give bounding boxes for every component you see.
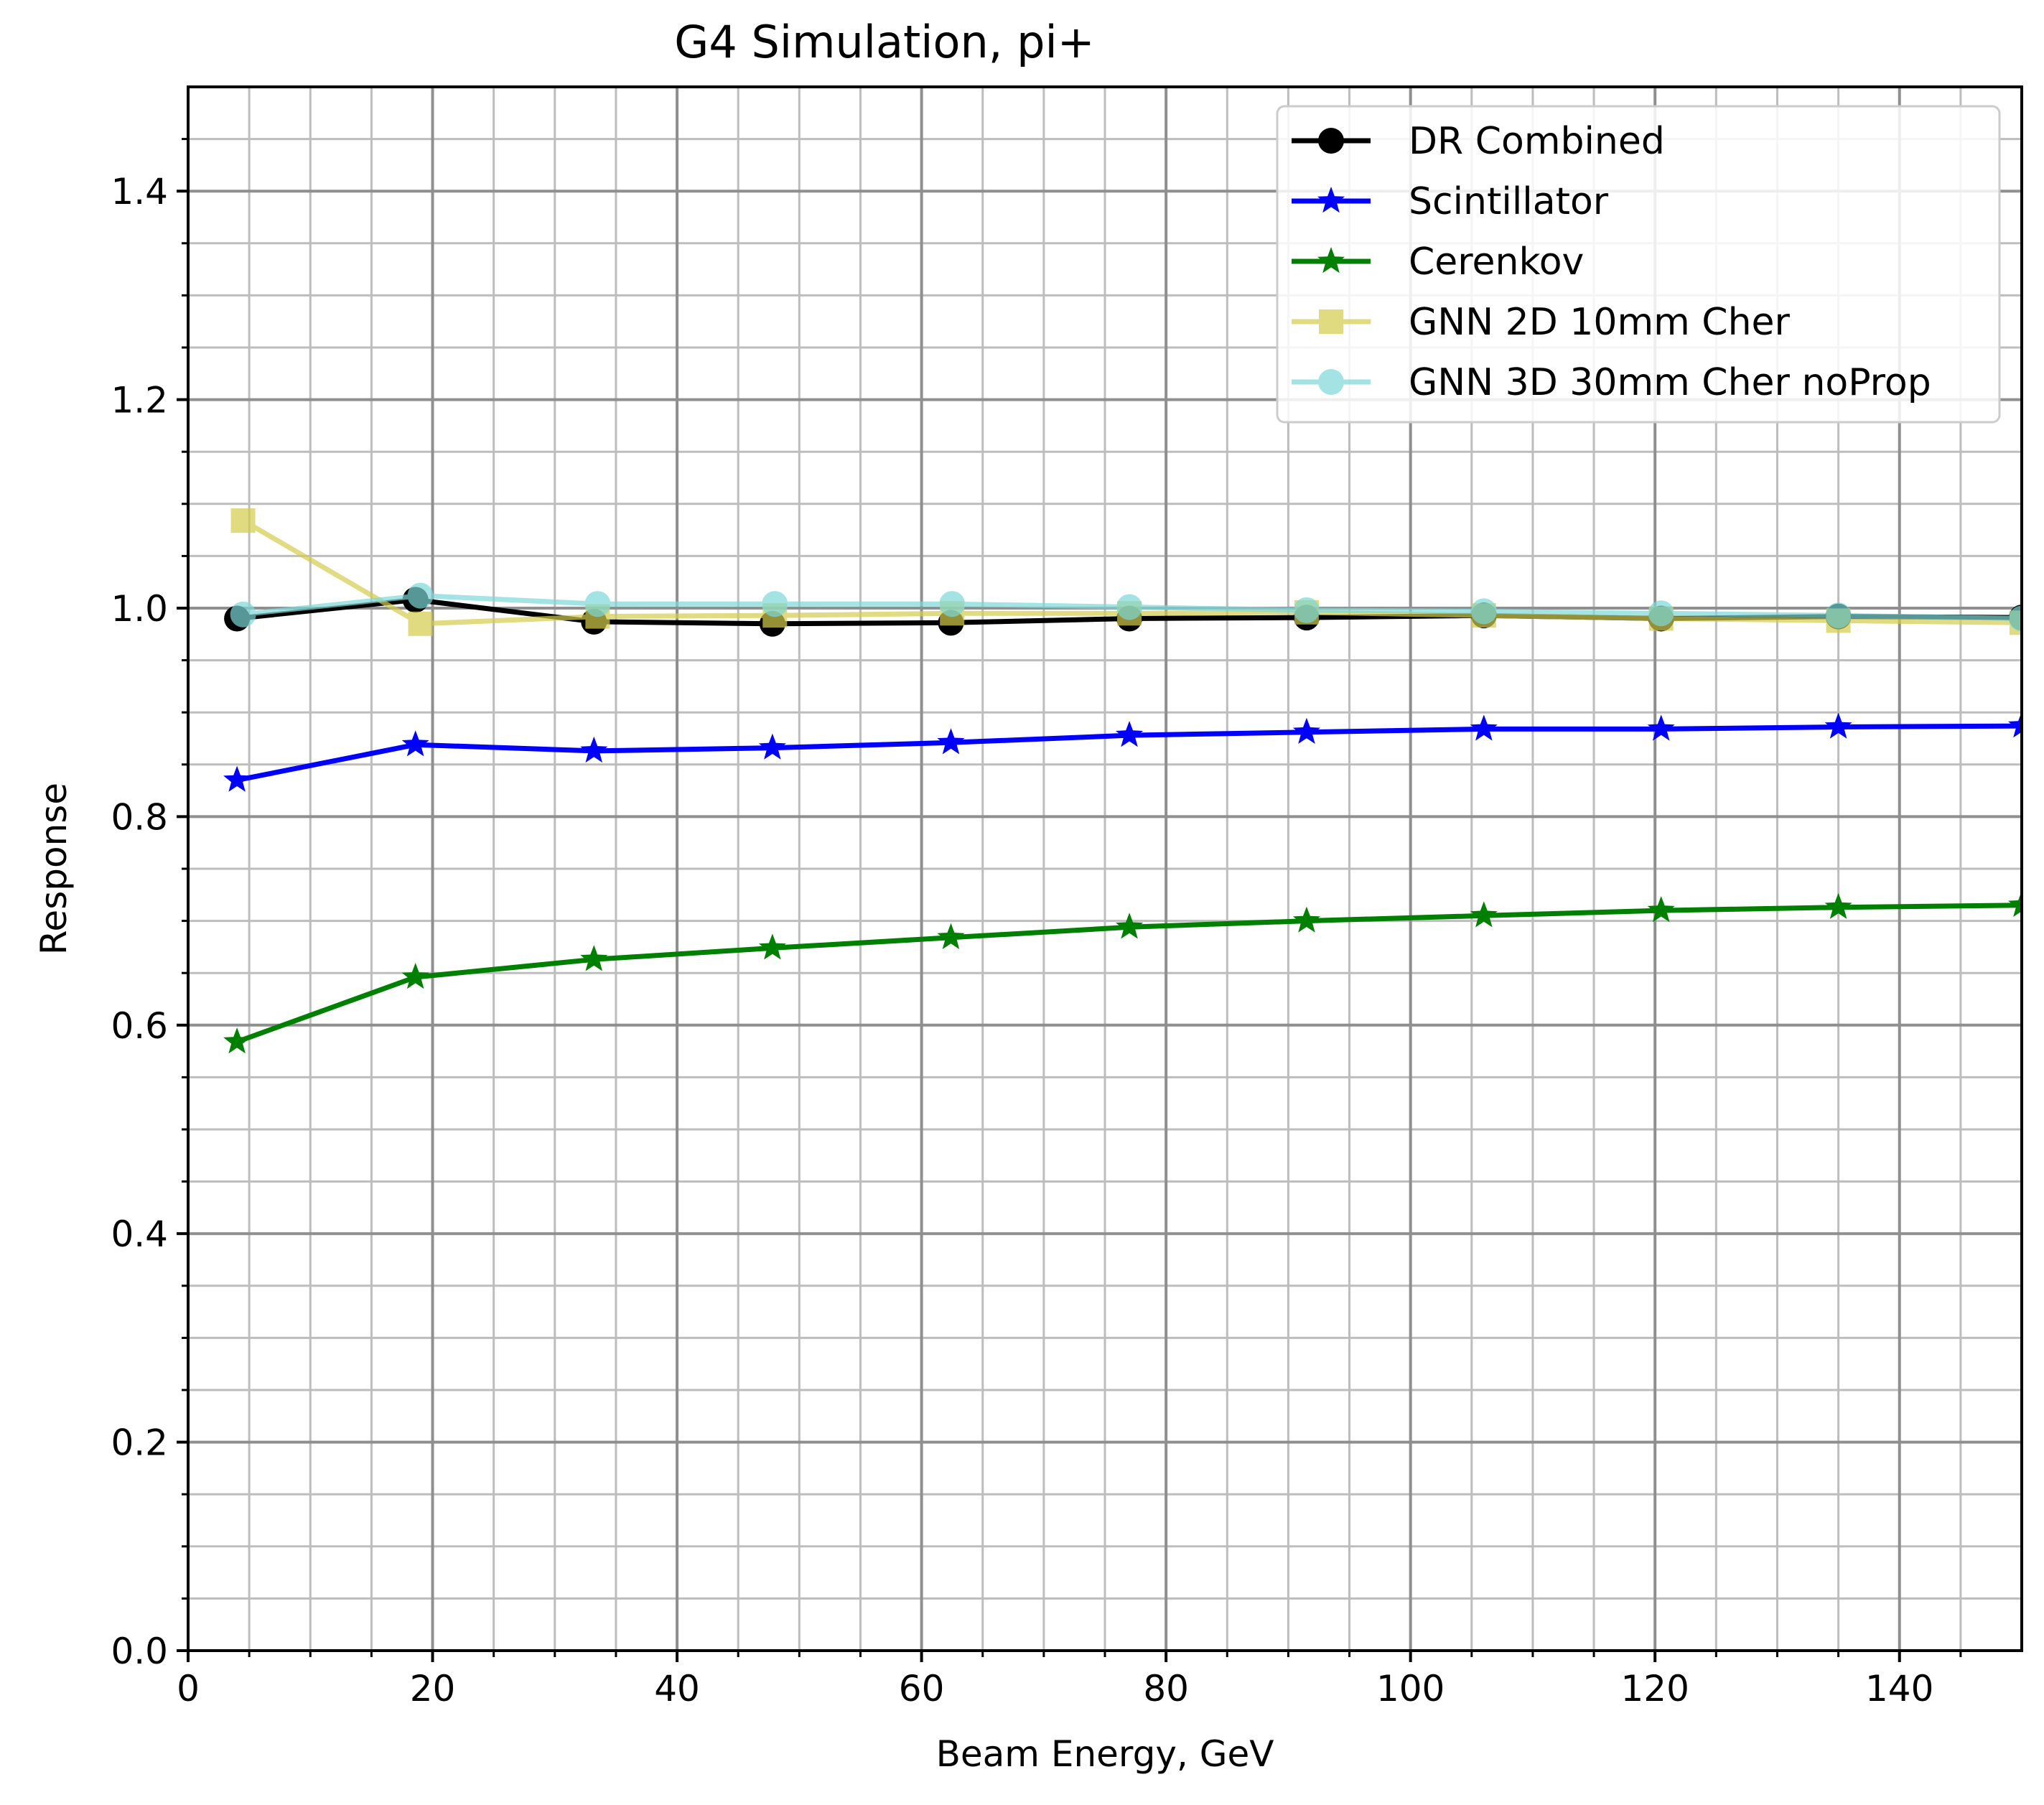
legend-entry: DR Combined	[1292, 120, 1665, 163]
series-layer	[223, 508, 2022, 1054]
data-point	[408, 611, 433, 636]
data-point	[1116, 594, 1143, 620]
legend-swatch	[1292, 309, 1371, 334]
data-point	[407, 582, 434, 609]
data-point	[2008, 890, 2022, 917]
y-tick-label: 0.8	[111, 796, 168, 838]
data-point	[580, 736, 608, 763]
data-point	[758, 933, 786, 960]
data-point	[2008, 712, 2022, 738]
data-point	[1470, 598, 1497, 625]
y-tick-label: 0.6	[111, 1005, 168, 1047]
data-point	[1292, 906, 1320, 933]
x-tick-label: 40	[654, 1668, 700, 1710]
x-tick-label: 20	[410, 1668, 456, 1710]
legend-swatch-marker	[1317, 247, 1345, 274]
data-point	[1824, 892, 1852, 919]
y-tick-label: 1.0	[111, 588, 168, 630]
legend-swatch	[1292, 128, 1371, 154]
legend-label: Cerenkov	[1409, 241, 1584, 284]
data-point	[223, 1027, 251, 1054]
legend-label: DR Combined	[1409, 120, 1665, 163]
data-point	[937, 923, 965, 949]
legend-label: Scintillator	[1409, 180, 1609, 223]
data-point	[1648, 600, 1674, 627]
legend-entry: GNN 3D 30mm Cher noProp	[1292, 361, 1931, 404]
series-scintillator	[223, 712, 2022, 792]
y-tick-label: 0.4	[111, 1213, 168, 1255]
data-point	[758, 733, 786, 760]
series-gnn-3d-30mm-cher-noprop	[230, 582, 2022, 632]
x-tick-label: 120	[1620, 1668, 1689, 1710]
data-point	[230, 508, 256, 533]
x-tick-labels: 0 20 40 60 80 100 120 140	[177, 1668, 1933, 1710]
legend-entry: Scintillator	[1292, 180, 1609, 223]
legend-label: GNN 3D 30mm Cher noProp	[1409, 361, 1931, 404]
data-point	[1647, 714, 1675, 741]
data-point	[762, 591, 788, 617]
data-point	[937, 728, 965, 755]
chart-title: G4 Simulation, pi+	[674, 16, 1094, 68]
y-tick-labels: 0.0 0.2 0.4 0.6 0.8 1.0 1.2 1.4	[111, 171, 168, 1672]
data-point	[580, 945, 608, 971]
data-point	[2009, 605, 2022, 632]
data-point	[1116, 721, 1144, 747]
data-point	[939, 591, 966, 617]
y-tick-label: 1.2	[111, 380, 168, 421]
data-point	[1292, 717, 1320, 744]
data-point	[584, 591, 611, 617]
y-tick-label: 0.2	[111, 1422, 168, 1464]
x-axis-label: Beam Energy, GeV	[936, 1733, 1274, 1775]
y-axis-label: Response	[33, 783, 75, 955]
data-point	[223, 765, 251, 792]
data-point	[401, 730, 429, 757]
legend-swatch	[1292, 187, 1371, 213]
data-point	[1470, 901, 1498, 928]
x-tick-label: 0	[177, 1668, 200, 1710]
data-point	[1824, 712, 1852, 739]
legend-entry: GNN 2D 10mm Cher	[1292, 301, 1791, 344]
data-point	[401, 963, 429, 989]
x-tick-label: 140	[1865, 1668, 1933, 1710]
data-point	[230, 601, 256, 628]
legend-swatch	[1292, 247, 1371, 274]
y-tick-label: 0.0	[111, 1631, 168, 1672]
legend-swatch-marker	[1319, 309, 1343, 334]
data-point	[1647, 896, 1675, 923]
axis-ticks	[177, 138, 1962, 1662]
legend-swatch	[1292, 369, 1371, 395]
y-tick-label: 1.4	[111, 171, 168, 213]
legend-swatch-marker	[1317, 187, 1345, 213]
x-tick-label: 80	[1143, 1668, 1189, 1710]
legend: DR Combined Scintillator Cerenkov GNN 2D 10…	[1276, 105, 2001, 424]
data-point	[1293, 597, 1320, 623]
legend-label: GNN 2D 10mm Cher	[1409, 301, 1791, 344]
legend-entry: Cerenkov	[1292, 241, 1584, 284]
data-point	[1825, 602, 1852, 629]
legend-box	[1276, 105, 2001, 424]
data-point	[1116, 913, 1144, 939]
x-tick-label: 60	[899, 1668, 945, 1710]
series-cerenkov	[223, 890, 2022, 1054]
data-point	[1470, 714, 1498, 741]
legend-swatch-marker	[1318, 128, 1344, 154]
legend-swatch-marker	[1318, 369, 1344, 395]
x-tick-label: 100	[1376, 1668, 1445, 1710]
